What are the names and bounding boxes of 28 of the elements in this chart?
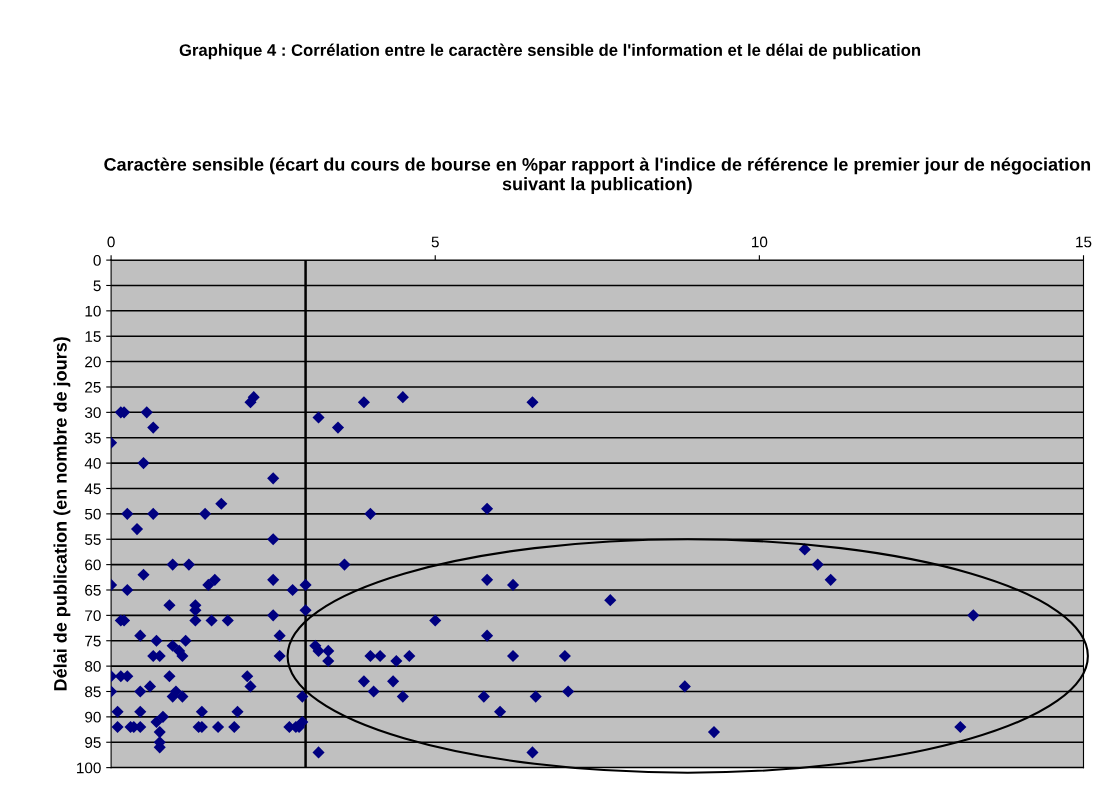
y-tick-label: 90	[85, 711, 101, 723]
y-tick-label: 10	[85, 305, 101, 317]
y-tick-label: 80	[85, 660, 101, 672]
y-tick-label: 35	[84, 432, 101, 444]
y-tick-label: 30	[84, 407, 101, 419]
y-tick-label: 20	[85, 356, 101, 368]
y-tick-label: 60	[85, 559, 101, 571]
y-tick-label: 5	[93, 280, 101, 292]
x-tick-label: 5	[431, 236, 439, 248]
y-axis-title: Délai de publication (en nombre de jours)	[53, 337, 71, 691]
y-tick-label: 70	[85, 610, 101, 622]
y-tick-label: 45	[84, 483, 101, 495]
y-tick-label: 25	[85, 381, 101, 393]
y-tick-label: 65	[85, 584, 101, 596]
y-tick-label: 55	[85, 534, 101, 545]
y-tick-label: 50	[85, 508, 101, 520]
y-tick-label: 100	[77, 762, 101, 774]
chart-title: Graphique 4 : Corrélation entre le caractère sensible de l'information et le délai de publication	[179, 43, 921, 60]
x-tick-label: 15	[1076, 236, 1092, 248]
y-tick-label: 40	[84, 457, 101, 469]
y-tick-label: 0	[93, 254, 101, 266]
y-tick-label: 95	[85, 737, 101, 748]
y-tick-label: 85	[85, 686, 101, 698]
x-tick-label: 0	[107, 236, 115, 248]
y-tick-label: 15	[85, 331, 101, 342]
x-axis-title: Caractère sensible (écart du cours de bourse en %par rapport à l'indice de référence le premier jour de négociation suivant la publication)	[104, 157, 1091, 194]
y-tick-label: 75	[85, 635, 101, 647]
x-tick-label: 10	[752, 236, 768, 248]
